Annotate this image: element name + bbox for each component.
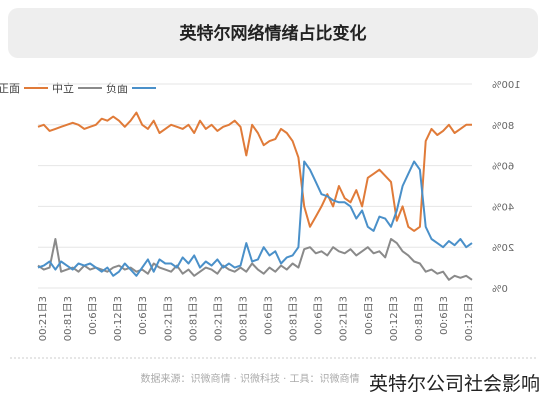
x-tick-label: 00:81日3 (238, 296, 249, 341)
legend: 负面 中立 正面 (0, 81, 156, 95)
x-tick-label: 00:21日3 (339, 296, 350, 341)
y-tick-label: 40% (492, 202, 514, 213)
x-tick-label: 00:81日3 (289, 296, 300, 341)
x-tick-label: 00:6日3 (364, 296, 375, 335)
series-line-中立 (37, 238, 473, 281)
legend-label: 正面 (0, 82, 20, 95)
x-tick-label: 00:12日3 (113, 296, 124, 341)
x-tick-label: 00:21日3 (163, 296, 174, 341)
x-tick-label: 00:21日3 (38, 296, 49, 341)
y-tick-label: 80% (492, 121, 514, 132)
x-tick-label: 00:81日3 (63, 296, 74, 341)
x-tick-label: 00:12日3 (464, 296, 475, 341)
data-credit: 数据来源：识微商情 · 识微科技 · 工具：识微商情 (140, 372, 359, 385)
y-tick-label: 0% (492, 284, 508, 295)
legend-label: 负面 (106, 81, 128, 95)
series-lines (37, 111, 473, 281)
chart-title: 英特尔网络情绪占比变化 (180, 23, 367, 44)
x-tick-label: 00:6日3 (264, 296, 275, 335)
x-tick-label: 00:81日3 (414, 296, 425, 341)
x-axis-ticks: 00:21日3 00:81日3 00:6日3 00:12日3 00:6日3 00:21日3… (38, 296, 475, 341)
x-tick-label: 00:81日3 (188, 296, 199, 341)
title-box (8, 8, 538, 58)
watermark-text: 英特尔公司社会影响 (369, 373, 540, 395)
y-axis-ticks: 0% 20% 40% 60% 80% 100% (492, 80, 521, 295)
x-tick-label: 00:6日3 (439, 296, 450, 335)
y-tick-label: 60% (492, 162, 514, 173)
y-tick-label: 20% (492, 243, 514, 254)
legend-label: 中立 (52, 81, 74, 95)
gridlines (38, 83, 472, 289)
x-tick-label: 00:6日3 (314, 296, 325, 335)
series-line-正面 (37, 111, 472, 232)
y-tick-label: 100% (492, 80, 521, 91)
series-line-负面 (37, 160, 473, 277)
x-tick-label: 00:12日3 (389, 296, 400, 341)
x-tick-label: 00:21日3 (213, 296, 224, 341)
x-tick-label: 00:6日3 (88, 296, 99, 335)
x-tick-label: 00:6日3 (138, 296, 149, 335)
